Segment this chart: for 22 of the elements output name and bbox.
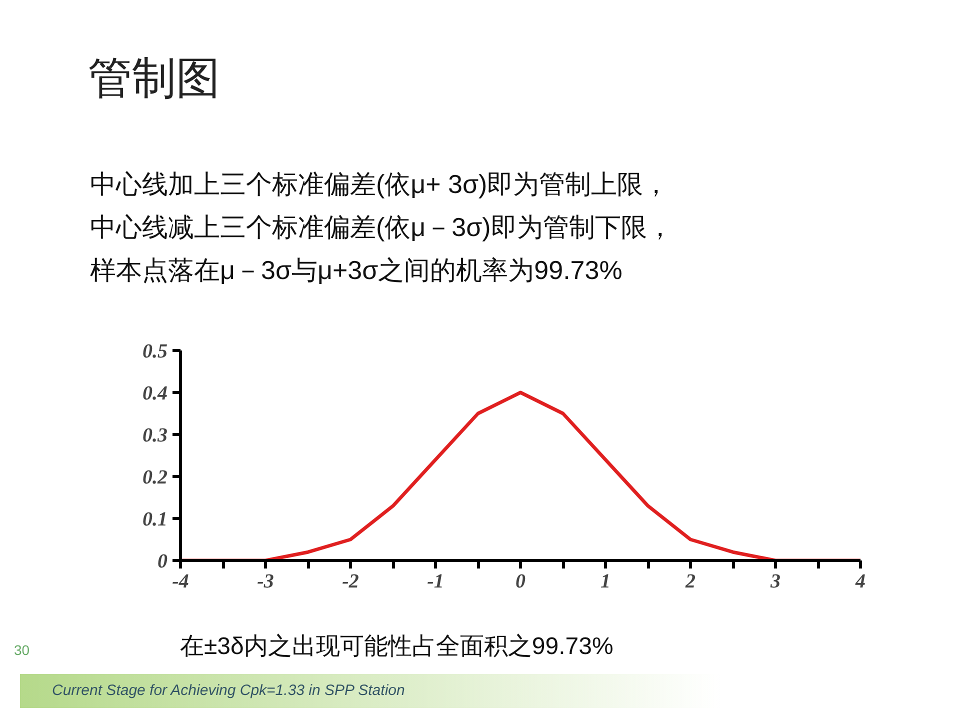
y-tick-label: 0.3 — [142, 424, 168, 446]
text: 样本点落在μ－3σ与μ+3σ之间的机率为99.73% — [90, 254, 624, 288]
x-tick-label: 2 — [684, 570, 696, 592]
text: 中心线加上三个标准偏差(依μ+ 3σ)即为管制上限， — [90, 168, 670, 201]
x-tick-label: -3 — [257, 570, 274, 592]
y-tick-label: 0.5 — [142, 340, 168, 362]
text: Current Stage for Achieving Cpk=1.33 in SPP Station — [52, 681, 406, 701]
x-tick-label: 4 — [854, 570, 866, 592]
y-tick-label: 0.1 — [142, 508, 168, 530]
y-tick-label: 0.4 — [142, 382, 168, 404]
text: 30 — [14, 641, 30, 660]
x-tick-label: -2 — [342, 570, 359, 592]
text: 在±3δ内之出现可能性占全面积之99.73% — [180, 633, 614, 660]
chart-title: 管制图 — [87, 53, 220, 105]
x-tick-label: -1 — [427, 570, 444, 592]
x-tick-label: -4 — [172, 570, 189, 592]
x-tick-label: 1 — [600, 570, 610, 592]
y-tick-label: 0.2 — [142, 466, 168, 488]
x-tick-label: 0 — [516, 570, 526, 592]
text: 中心线减上三个标准偏差(依μ－3σ)即为管制下限， — [90, 211, 673, 244]
y-tick-label: 0 — [158, 550, 168, 572]
x-tick-label: 3 — [770, 570, 780, 592]
